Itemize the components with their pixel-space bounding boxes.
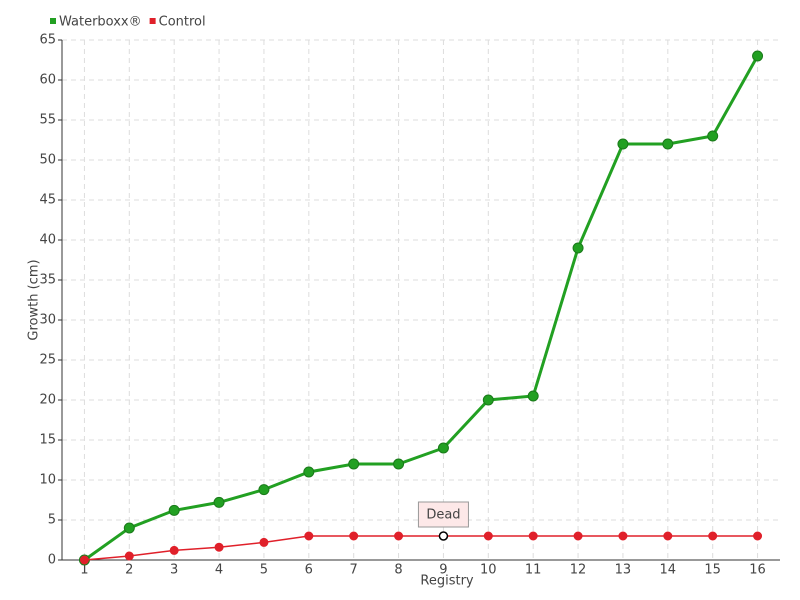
y-tick-label: 55 bbox=[39, 113, 56, 128]
y-tick-label: 50 bbox=[39, 153, 56, 168]
y-tick-label: 25 bbox=[39, 353, 56, 368]
legend-swatch bbox=[149, 18, 156, 24]
x-tick-label: 16 bbox=[749, 563, 766, 578]
y-tick-label: 10 bbox=[39, 473, 56, 488]
legend-label: Control bbox=[159, 15, 206, 30]
y-tick-label: 20 bbox=[39, 393, 56, 408]
series-line bbox=[84, 535, 758, 561]
x-tick-label: 3 bbox=[170, 563, 178, 578]
x-tick-label: 10 bbox=[480, 563, 497, 578]
annotation-text: Dead bbox=[426, 508, 460, 523]
data-point bbox=[753, 531, 763, 541]
data-point bbox=[303, 466, 315, 478]
data-point bbox=[618, 531, 628, 541]
legend-swatch bbox=[50, 18, 56, 24]
legend-label: Waterboxx® bbox=[59, 15, 142, 30]
data-point bbox=[214, 542, 224, 552]
data-point bbox=[573, 531, 583, 541]
y-tick-label: 60 bbox=[39, 73, 56, 88]
data-point bbox=[123, 522, 135, 534]
x-tick-label: 11 bbox=[525, 563, 542, 578]
data-point bbox=[169, 545, 179, 555]
data-point bbox=[528, 531, 538, 541]
y-tick-label: 35 bbox=[39, 273, 56, 288]
x-tick-label: 4 bbox=[215, 563, 223, 578]
data-point bbox=[304, 531, 314, 541]
y-axis-label: Growth (cm) bbox=[27, 259, 42, 340]
data-point bbox=[483, 531, 493, 541]
data-point bbox=[708, 531, 718, 541]
data-point bbox=[348, 458, 360, 470]
y-tick-label: 40 bbox=[39, 233, 56, 248]
data-point bbox=[394, 531, 404, 541]
x-tick-label: 13 bbox=[615, 563, 632, 578]
x-tick-label: 14 bbox=[660, 563, 677, 578]
y-tick-label: 0 bbox=[48, 553, 56, 568]
annotation-box bbox=[417, 501, 469, 528]
data-point bbox=[259, 537, 269, 547]
x-tick-label: 9 bbox=[439, 563, 447, 578]
y-tick-label: 5 bbox=[48, 513, 56, 528]
x-tick-label: 15 bbox=[704, 563, 721, 578]
data-point bbox=[79, 555, 89, 565]
y-tick-label: 45 bbox=[39, 193, 56, 208]
data-point bbox=[437, 442, 449, 454]
data-point bbox=[527, 390, 539, 402]
data-point bbox=[393, 458, 405, 470]
data-point bbox=[258, 484, 270, 496]
data-point bbox=[617, 138, 629, 150]
x-tick-label: 8 bbox=[394, 563, 402, 578]
data-point bbox=[707, 130, 719, 142]
data-point bbox=[572, 242, 584, 254]
x-tick-label: 7 bbox=[350, 563, 358, 578]
data-point bbox=[349, 531, 359, 541]
data-point bbox=[124, 551, 134, 561]
data-point bbox=[752, 50, 764, 62]
data-point bbox=[213, 496, 225, 508]
data-point bbox=[482, 394, 494, 406]
x-tick-label: 12 bbox=[570, 563, 587, 578]
x-tick-label: 5 bbox=[260, 563, 268, 578]
x-tick-label: 2 bbox=[125, 563, 133, 578]
y-tick-label: 30 bbox=[39, 313, 56, 328]
data-point bbox=[438, 531, 449, 541]
data-point bbox=[662, 138, 674, 150]
x-tick-label: 1 bbox=[80, 563, 88, 578]
y-tick-label: 65 bbox=[39, 33, 56, 48]
x-axis-label: Registry bbox=[420, 574, 474, 589]
x-tick-label: 6 bbox=[305, 563, 313, 578]
data-point bbox=[663, 531, 673, 541]
y-tick-label: 15 bbox=[39, 433, 56, 448]
series-line bbox=[83, 55, 759, 562]
data-point bbox=[168, 504, 180, 516]
